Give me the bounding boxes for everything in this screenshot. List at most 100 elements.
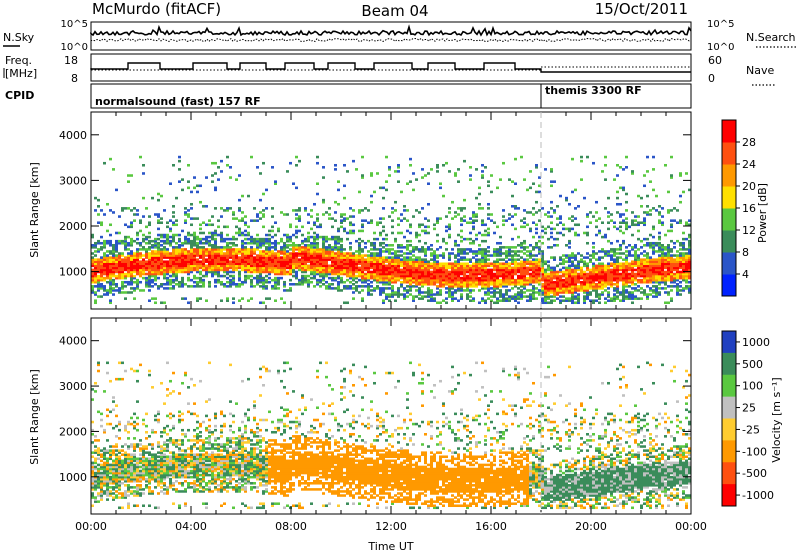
- heatmap-cell: [679, 248, 682, 251]
- heatmap-cell: [397, 232, 400, 235]
- heatmap-cell: [229, 176, 232, 179]
- heatmap-cell: [589, 211, 592, 214]
- heatmap-cell: [142, 246, 145, 249]
- heatmap-cell: [277, 250, 280, 253]
- heatmap-cell: [247, 226, 250, 229]
- heatmap-cell: [127, 291, 130, 294]
- ytick-label: 3000: [59, 174, 87, 187]
- heatmap-cell: [247, 232, 250, 235]
- heatmap-cell: [640, 291, 643, 294]
- heatmap-cell: [496, 226, 499, 229]
- heatmap-cell: [583, 232, 586, 235]
- heatmap-cell: [223, 209, 226, 212]
- heatmap-cell: [391, 256, 394, 259]
- heatmap-cell: [256, 166, 259, 169]
- heatmap-cell: [514, 205, 517, 208]
- heatmap-cell: [259, 199, 262, 202]
- heatmap-cell: [604, 164, 607, 167]
- heatmap-cell: [292, 182, 295, 185]
- heatmap-cell: [616, 240, 619, 243]
- heatmap-cell: [424, 248, 427, 251]
- heatmap-cell: [343, 213, 346, 216]
- heatmap-cell: [589, 258, 592, 261]
- heatmap-cell: [658, 287, 661, 290]
- heatmap-cell: [94, 285, 97, 288]
- heatmap-cell: [241, 232, 244, 235]
- heatmap-cell: [532, 254, 535, 257]
- heatmap-cell: [577, 205, 580, 208]
- heatmap-cell: [145, 207, 148, 210]
- heatmap-cell: [355, 281, 358, 284]
- heatmap-cell: [331, 217, 334, 220]
- heatmap-cell: [499, 258, 502, 261]
- heatmap-cell: [526, 246, 529, 249]
- heatmap-cell: [328, 244, 331, 247]
- heatmap-cell: [256, 213, 259, 216]
- heatmap-cell: [127, 236, 130, 239]
- heatmap-cell: [226, 234, 229, 237]
- heatmap-cell: [292, 234, 295, 237]
- heatmap-cell: [502, 219, 505, 222]
- heatmap-cell: [625, 221, 628, 224]
- heatmap-cell: [625, 193, 628, 196]
- heatmap-cell: [589, 269, 592, 272]
- heatmap-cell: [211, 180, 214, 183]
- heatmap-cell: [490, 191, 493, 194]
- heatmap-cell: [649, 287, 652, 290]
- heatmap-cell: [259, 250, 262, 253]
- heatmap-cell: [262, 238, 265, 241]
- heatmap-cell: [403, 246, 406, 249]
- heatmap-cell: [133, 297, 136, 300]
- heatmap-cell: [262, 162, 265, 165]
- heatmap-cell: [178, 234, 181, 237]
- heatmap-cell: [601, 248, 604, 251]
- heatmap-cell: [130, 287, 133, 290]
- heatmap-cell: [508, 295, 511, 298]
- heatmap-cell: [424, 291, 427, 294]
- heatmap-cell: [172, 285, 175, 288]
- heatmap-cell: [139, 242, 142, 245]
- heatmap-cell: [436, 291, 439, 294]
- heatmap-cell: [487, 262, 490, 265]
- heatmap-cell: [175, 283, 178, 286]
- heatmap-cell: [223, 238, 226, 241]
- heatmap-cell: [472, 226, 475, 229]
- heatmap-cell: [226, 207, 229, 210]
- heatmap-cell: [148, 240, 151, 243]
- heatmap-cell: [622, 187, 625, 190]
- heatmap-cell: [421, 258, 424, 261]
- heatmap-cell: [184, 248, 187, 251]
- heatmap-cell: [244, 238, 247, 241]
- heatmap-cell: [637, 289, 640, 292]
- heatmap-cell: [337, 180, 340, 183]
- heatmap-cell: [361, 297, 364, 300]
- heatmap-cell: [418, 248, 421, 251]
- heatmap-cell: [115, 189, 118, 192]
- heatmap-cell: [619, 273, 622, 276]
- heatmap-cell: [634, 273, 637, 276]
- heatmap-cell: [238, 174, 241, 177]
- heatmap-cell: [226, 164, 229, 167]
- heatmap-cell: [604, 234, 607, 237]
- colorbar-tick-label: 28: [742, 136, 756, 149]
- heatmap-cell: [160, 244, 163, 247]
- heatmap-cell: [388, 248, 391, 251]
- heatmap-cell: [553, 281, 556, 284]
- heatmap-cell: [232, 297, 235, 300]
- ytick-label: 1000: [59, 266, 87, 279]
- heatmap-cell: [439, 182, 442, 185]
- heatmap-cell: [628, 273, 631, 276]
- heatmap-cell: [184, 297, 187, 300]
- heatmap-cell: [652, 189, 655, 192]
- heatmap-cell: [172, 221, 175, 224]
- heatmap-cell: [448, 170, 451, 173]
- heatmap-cell: [271, 207, 274, 210]
- heatmap-cell: [235, 248, 238, 251]
- heatmap-cell: [295, 226, 298, 229]
- heatmap-cell: [187, 187, 190, 190]
- heatmap-cell: [274, 240, 277, 243]
- heatmap-cell: [280, 211, 283, 214]
- heatmap-cell: [289, 287, 292, 290]
- heatmap-cell: [607, 221, 610, 224]
- heatmap-cell: [217, 234, 220, 237]
